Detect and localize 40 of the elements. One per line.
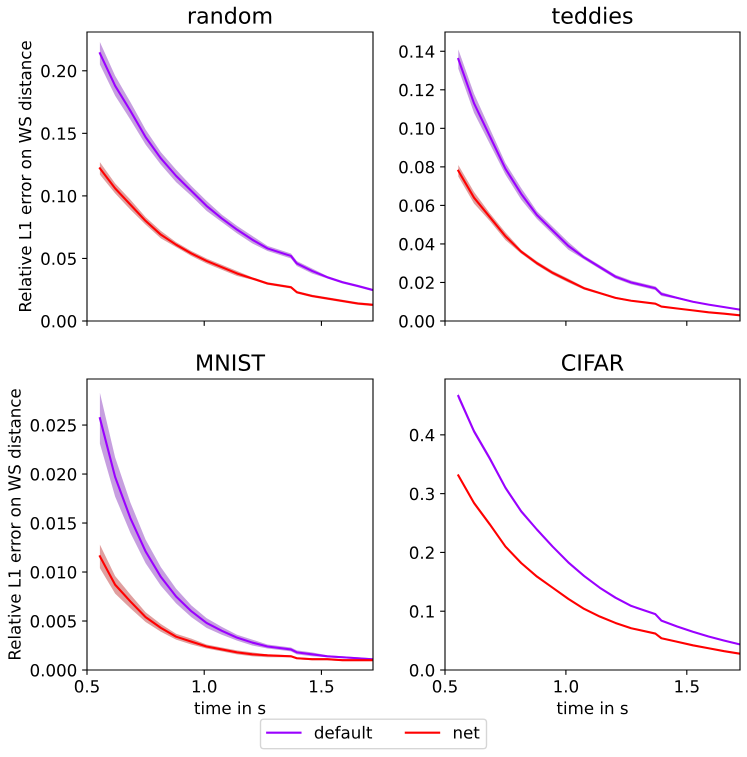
y-tick-label: 0.0: [410, 664, 434, 677]
y-tick-label: 0.05: [41, 252, 76, 266]
y-tick-label: 0.00: [399, 314, 434, 328]
x-tick-label: 1.5: [310, 680, 334, 693]
chart-title: random: [188, 6, 272, 24]
x-tick-label: 0.5: [432, 680, 457, 693]
y-tick-label: 0.010: [30, 566, 76, 579]
x-axis-title: time in s: [194, 701, 266, 714]
x-tick-label: 0.5: [74, 680, 99, 693]
y-tick-label: 0.015: [30, 516, 76, 530]
y-tick-label: 0.02: [399, 276, 434, 290]
y-tick-label: 0.10: [399, 122, 434, 135]
y-tick-label: 0.20: [41, 64, 76, 78]
y-tick-label: 0.08: [399, 160, 434, 174]
y-tick-label: 0.2: [410, 546, 434, 559]
chart-title: MNIST: [197, 354, 266, 371]
y-tick-label: 0.15: [41, 127, 76, 140]
y-tick-label: 0.00: [41, 314, 76, 328]
y-tick-label: 0.14: [399, 45, 434, 58]
y-tick-label: 0.06: [399, 199, 434, 212]
y-tick-label: 0.04: [399, 238, 434, 250]
legend-label: default: [314, 726, 372, 739]
y-axis-title: Relative L1 error on WS distance: [8, 389, 21, 660]
x-tick-label: 1.0: [554, 680, 578, 693]
x-tick-label: 1.0: [192, 680, 216, 693]
y-axis-title: Relative L1 error on WS distance: [18, 41, 32, 312]
legend-label: net: [454, 726, 480, 739]
y-tick-label: 0.000: [30, 664, 76, 677]
y-tick-label: 0.1: [410, 605, 434, 618]
chart-title: CIFAR: [562, 354, 624, 371]
x-axis-title: time in s: [556, 701, 628, 714]
y-tick-label: 0.10: [41, 190, 76, 202]
y-tick-label: 0.3: [410, 488, 434, 500]
chart-title: teddies: [552, 6, 632, 24]
x-tick-label: 1.5: [675, 680, 699, 693]
y-tick-label: 0.005: [30, 614, 76, 628]
y-tick-label: 0.12: [399, 84, 434, 96]
y-tick-label: 0.4: [410, 428, 434, 442]
y-tick-label: 0.025: [30, 419, 76, 432]
y-tick-label: 0.020: [30, 468, 76, 481]
